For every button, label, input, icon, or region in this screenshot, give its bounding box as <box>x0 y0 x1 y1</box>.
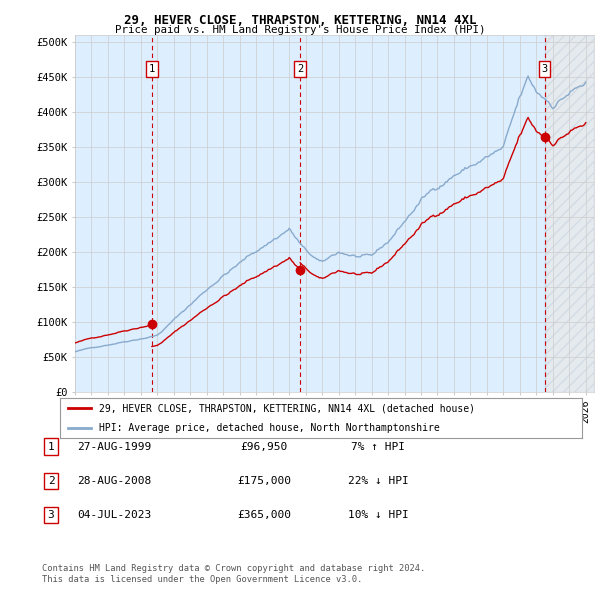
Bar <box>152 35 300 392</box>
Text: HPI: Average price, detached house, North Northamptonshire: HPI: Average price, detached house, Nort… <box>99 423 440 433</box>
Text: £175,000: £175,000 <box>237 476 291 486</box>
Text: 28-AUG-2008: 28-AUG-2008 <box>77 476 151 486</box>
Text: 3: 3 <box>541 64 548 74</box>
Bar <box>300 35 545 392</box>
Text: 27-AUG-1999: 27-AUG-1999 <box>77 442 151 451</box>
Text: 22% ↓ HPI: 22% ↓ HPI <box>347 476 409 486</box>
Text: 1: 1 <box>47 442 55 451</box>
Text: 1: 1 <box>149 64 155 74</box>
Text: 29, HEVER CLOSE, THRAPSTON, KETTERING, NN14 4XL: 29, HEVER CLOSE, THRAPSTON, KETTERING, N… <box>124 14 476 27</box>
Text: 29, HEVER CLOSE, THRAPSTON, KETTERING, NN14 4XL (detached house): 29, HEVER CLOSE, THRAPSTON, KETTERING, N… <box>99 403 475 413</box>
Text: 7% ↑ HPI: 7% ↑ HPI <box>351 442 405 451</box>
Text: 10% ↓ HPI: 10% ↓ HPI <box>347 510 409 520</box>
Bar <box>75 35 152 392</box>
Text: £96,950: £96,950 <box>241 442 287 451</box>
Text: 2: 2 <box>47 476 55 486</box>
Text: 04-JUL-2023: 04-JUL-2023 <box>77 510 151 520</box>
Text: £365,000: £365,000 <box>237 510 291 520</box>
Text: Contains HM Land Registry data © Crown copyright and database right 2024.: Contains HM Land Registry data © Crown c… <box>42 565 425 573</box>
Text: 2: 2 <box>297 64 303 74</box>
Text: Price paid vs. HM Land Registry's House Price Index (HPI): Price paid vs. HM Land Registry's House … <box>115 25 485 35</box>
Text: This data is licensed under the Open Government Licence v3.0.: This data is licensed under the Open Gov… <box>42 575 362 584</box>
Bar <box>545 35 594 392</box>
Text: 3: 3 <box>47 510 55 520</box>
